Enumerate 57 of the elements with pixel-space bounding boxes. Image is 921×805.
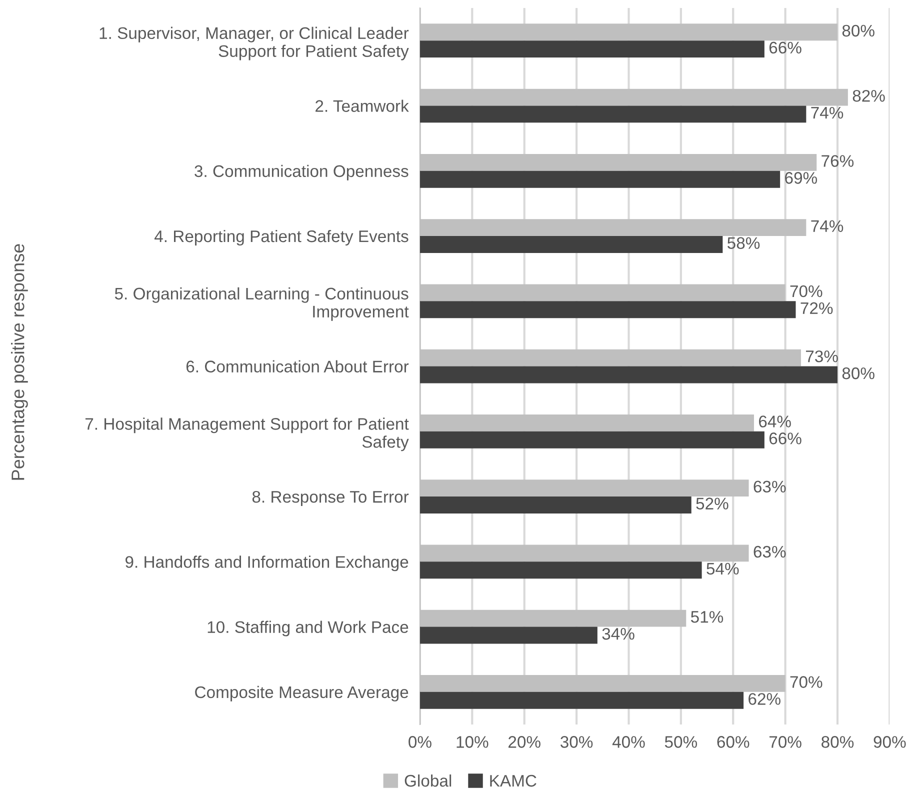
bar xyxy=(420,301,796,318)
data-label: 74% xyxy=(811,220,844,232)
bar xyxy=(420,431,764,448)
bar xyxy=(420,366,838,384)
x-tick-label: 60% xyxy=(717,736,750,748)
y-tick-label: 5. Organizational Learning - Continuous Improvement xyxy=(114,287,409,321)
data-label: 64% xyxy=(759,416,791,428)
y-tick-label: Composite Measure Average xyxy=(195,686,408,702)
data-label: 70% xyxy=(790,676,822,688)
y-tick-label: 7. Hospital Management Support for Patient Safety xyxy=(85,418,409,452)
x-tick-label: 70% xyxy=(769,736,802,748)
data-label: 51% xyxy=(690,611,724,623)
y-tick-label: 10. Staffing and Work Pace xyxy=(208,620,408,636)
x-tick-label: 30% xyxy=(560,736,593,748)
y-tick-label: 6. Communication About Error xyxy=(186,360,409,372)
data-label: 66% xyxy=(769,42,802,54)
data-label: 63% xyxy=(754,546,786,558)
bar xyxy=(420,626,598,644)
data-label: 62% xyxy=(748,693,780,705)
bar xyxy=(420,106,806,123)
data-label: 70% xyxy=(790,285,822,298)
x-tick-label: 50% xyxy=(664,736,698,748)
x-tick-label: 20% xyxy=(508,736,540,748)
data-label: 76% xyxy=(822,155,854,167)
data-label: 82% xyxy=(852,90,885,102)
x-tick-label: 10% xyxy=(456,736,488,748)
x-tick-label: 90% xyxy=(874,736,906,748)
x-tick-label: 0% xyxy=(408,736,432,748)
data-label: 34% xyxy=(602,628,634,640)
data-label: 80% xyxy=(842,367,874,380)
data-label: 73% xyxy=(806,350,838,362)
data-label: 66% xyxy=(769,432,802,444)
data-label: 63% xyxy=(754,480,786,493)
bar xyxy=(420,170,780,188)
x-tick-label: 40% xyxy=(612,736,645,748)
data-label: 80% xyxy=(842,24,874,37)
legend-label: KAMC xyxy=(490,774,536,787)
data-label: 72% xyxy=(800,302,833,314)
bar xyxy=(420,236,723,253)
y-tick-label: 2. Teamwork xyxy=(316,100,409,112)
bar xyxy=(420,692,744,709)
data-label: 54% xyxy=(706,562,739,575)
data-label: 74% xyxy=(811,106,844,119)
y-tick-label: 3. Communication Openness xyxy=(194,164,408,180)
y-tick-label: 8. Response To Error xyxy=(252,490,409,506)
bar xyxy=(420,496,692,514)
bar xyxy=(420,562,702,579)
data-label: 69% xyxy=(785,172,818,184)
y-tick-label: 1. Supervisor, Manager, or Clinical Leader Support for Patient Safety xyxy=(100,26,409,60)
y-tick-label: 9. Handoffs and Information Exchange xyxy=(126,556,408,572)
data-label: 58% xyxy=(728,237,760,249)
y-tick-label: 4. Reporting Patient Safety Events xyxy=(154,230,408,246)
legend-label: Global xyxy=(404,774,452,787)
x-tick-label: 80% xyxy=(822,736,854,748)
y-axis-title: Percentage positive response xyxy=(11,244,28,480)
bar xyxy=(420,40,764,58)
data-label: 52% xyxy=(696,498,728,510)
